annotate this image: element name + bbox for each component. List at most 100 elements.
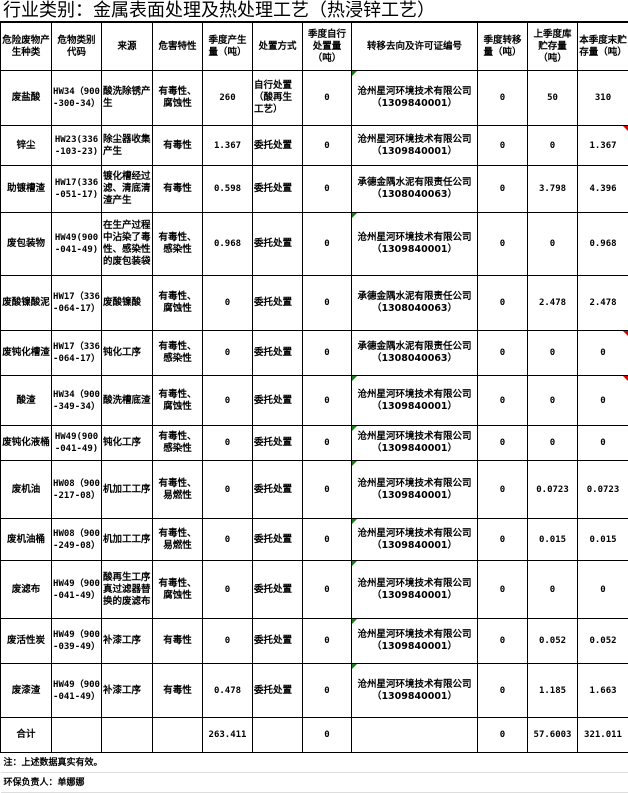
table-cell[interactable]: 除尘器收集产生 [102, 126, 153, 166]
table-cell[interactable]: 废机油桶 [1, 519, 52, 561]
table-cell[interactable]: 委托处置 [253, 561, 303, 619]
table-cell[interactable]: 0 [528, 331, 578, 376]
table-cell[interactable]: 2.478 [528, 276, 578, 331]
table-cell[interactable]: HW49(900-041-49) [52, 426, 102, 461]
table-cell[interactable]: 0.052 [578, 619, 628, 664]
table-cell[interactable]: 废酸镍酸泥 [1, 276, 52, 331]
table-cell[interactable]: 委托处置 [253, 664, 303, 718]
table-cell[interactable]: 0 [303, 376, 352, 426]
table-cell[interactable]: HW49（900-039-49） [52, 619, 102, 664]
table-cell[interactable]: 0 [303, 426, 352, 461]
table-cell[interactable]: 废钝化液桶 [1, 426, 52, 461]
table-cell[interactable]: 0 [578, 331, 628, 376]
table-cell[interactable]: 沧州星河环境技术有限公司（1309840001） [352, 126, 478, 166]
table-cell[interactable]: 0 [478, 276, 528, 331]
total-cell[interactable] [352, 718, 478, 753]
table-cell[interactable]: 机加工工序 [102, 519, 153, 561]
table-cell[interactable]: 1.367 [578, 126, 628, 166]
table-cell[interactable]: 废漆渣 [1, 664, 52, 718]
table-cell[interactable]: 有毒性 [153, 126, 203, 166]
total-cell[interactable]: 263.411 [203, 718, 253, 753]
table-cell[interactable]: 0 [303, 619, 352, 664]
table-cell[interactable]: 助镀槽渣 [1, 166, 52, 213]
table-cell[interactable]: 0 [478, 664, 528, 718]
table-cell[interactable]: 0 [478, 166, 528, 213]
table-cell[interactable]: 0 [303, 519, 352, 561]
table-cell[interactable]: 补漆工序 [102, 664, 153, 718]
table-cell[interactable]: 委托处置 [253, 426, 303, 461]
table-cell[interactable]: 0 [478, 71, 528, 126]
total-cell[interactable] [153, 718, 203, 753]
table-cell[interactable]: 沧州星河环境技术有限公司（1309840001） [352, 376, 478, 426]
table-cell[interactable]: 0 [303, 71, 352, 126]
table-cell[interactable]: 0 [528, 426, 578, 461]
table-cell[interactable]: 锌尘 [1, 126, 52, 166]
table-cell[interactable]: 0 [478, 619, 528, 664]
table-cell[interactable]: 镀化槽经过滤、清底清渣产生 [102, 166, 153, 213]
table-cell[interactable]: 沧州星河环境技术有限公司（1309840001） [352, 664, 478, 718]
table-cell[interactable]: 310 [578, 71, 628, 126]
table-cell[interactable]: 有毒性 [153, 166, 203, 213]
table-cell[interactable]: HW17（336-064-17） [52, 276, 102, 331]
table-cell[interactable]: 废酸镍酸 [102, 276, 153, 331]
table-cell[interactable]: 委托处置 [253, 376, 303, 426]
table-cell[interactable]: 0 [303, 213, 352, 276]
table-cell[interactable]: 钝化工序 [102, 426, 153, 461]
table-cell[interactable]: 酸洗槽底渣 [102, 376, 153, 426]
table-cell[interactable]: 0 [303, 166, 352, 213]
table-cell[interactable]: 0 [203, 276, 253, 331]
table-cell[interactable]: 沧州星河环境技术有限公司（1309840001） [352, 619, 478, 664]
table-cell[interactable]: 0.968 [203, 213, 253, 276]
table-cell[interactable]: 0 [303, 331, 352, 376]
table-cell[interactable]: 0 [303, 461, 352, 519]
table-cell[interactable]: 有毒性、腐蚀性 [153, 561, 203, 619]
table-cell[interactable]: 废活性炭 [1, 619, 52, 664]
table-cell[interactable]: 0 [478, 561, 528, 619]
table-cell[interactable]: 废机油 [1, 461, 52, 519]
table-cell[interactable]: 委托处置 [253, 126, 303, 166]
table-cell[interactable]: 50 [528, 71, 578, 126]
table-cell[interactable]: 0.015 [528, 519, 578, 561]
table-cell[interactable]: 有毒性、腐蚀性 [153, 276, 203, 331]
table-cell[interactable]: 0.0723 [578, 461, 628, 519]
table-cell[interactable]: 废盐酸 [1, 71, 52, 126]
table-cell[interactable]: 0 [303, 126, 352, 166]
table-cell[interactable]: 0 [528, 376, 578, 426]
table-cell[interactable]: 委托处置 [253, 331, 303, 376]
table-cell[interactable]: HW08（900-249-08） [52, 519, 102, 561]
table-cell[interactable]: 沧州星河环境技术有限公司（1309840001） [352, 71, 478, 126]
table-cell[interactable]: 0 [303, 664, 352, 718]
table-cell[interactable]: HW34（900-300-34） [52, 71, 102, 126]
table-cell[interactable]: HW17（336-064-17） [52, 331, 102, 376]
table-cell[interactable]: 1.185 [528, 664, 578, 718]
table-cell[interactable]: 0.968 [578, 213, 628, 276]
table-cell[interactable]: HW08（900-217-08） [52, 461, 102, 519]
table-cell[interactable]: 3.798 [528, 166, 578, 213]
table-cell[interactable]: 有毒性 [153, 664, 203, 718]
table-cell[interactable]: 钝化工序 [102, 331, 153, 376]
table-cell[interactable]: HW49(900-041-49) [52, 213, 102, 276]
table-cell[interactable]: 0 [478, 461, 528, 519]
table-cell[interactable]: 在生产过程中沾染了毒性、感染性的废包装袋 [102, 213, 153, 276]
table-cell[interactable]: HW49（900-041-49） [52, 664, 102, 718]
total-cell[interactable]: 0 [303, 718, 352, 753]
table-cell[interactable]: 沧州星河环境技术有限公司（1309840001） [352, 461, 478, 519]
table-cell[interactable]: 1.663 [578, 664, 628, 718]
table-cell[interactable]: 0 [578, 376, 628, 426]
table-cell[interactable]: HW17(336-051-17) [52, 166, 102, 213]
table-cell[interactable]: HW23(336-103-23) [52, 126, 102, 166]
table-cell[interactable]: 0 [203, 561, 253, 619]
table-cell[interactable]: 有毒性、感染性 [153, 213, 203, 276]
table-cell[interactable]: 0.0723 [528, 461, 578, 519]
table-cell[interactable]: 0 [528, 561, 578, 619]
table-cell[interactable]: 委托处置 [253, 519, 303, 561]
table-cell[interactable]: 0 [478, 519, 528, 561]
table-cell[interactable]: 废包装物 [1, 213, 52, 276]
table-cell[interactable]: 补漆工序 [102, 619, 153, 664]
table-cell[interactable]: HW49（900-041-49） [52, 561, 102, 619]
table-cell[interactable]: 0.015 [578, 519, 628, 561]
table-cell[interactable]: 1.367 [203, 126, 253, 166]
table-cell[interactable]: 有毒性、腐蚀性 [153, 376, 203, 426]
table-cell[interactable]: 0 [303, 561, 352, 619]
total-cell[interactable] [102, 718, 153, 753]
